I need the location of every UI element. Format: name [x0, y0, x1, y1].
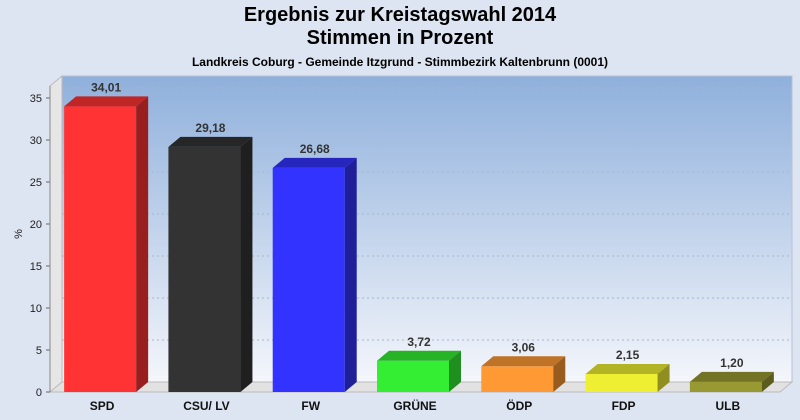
y-tick-label: 25: [30, 177, 42, 189]
bar-top: [585, 363, 670, 374]
bar-top: [64, 96, 149, 107]
value-label: 26,68: [300, 142, 330, 156]
y-tick-label: 10: [30, 303, 42, 315]
chart-caption: Landkreis Coburg - Gemeinde Itzgrund - S…: [191, 55, 609, 69]
chart-subtitle: Stimmen in Prozent: [306, 27, 494, 49]
bar: [168, 146, 241, 392]
bar-group: 34,01 SPD: [64, 80, 149, 413]
bar-side: [449, 350, 461, 392]
bar-top: [168, 136, 253, 147]
bar-side: [344, 157, 357, 392]
y-tick-label: 30: [30, 135, 42, 147]
value-label: 2,15: [616, 348, 640, 362]
bar-group: 29,18 CSU/ LV: [168, 121, 253, 413]
chart-title: Ergebnis zur Kreistagswahl 2014: [243, 4, 557, 26]
bar-top: [481, 356, 566, 367]
category-label: FW: [301, 399, 320, 413]
y-tick-label: 0: [36, 387, 42, 399]
chart-title-block: Ergebnis zur Kreistagswahl 2014 Stimmen …: [0, 4, 800, 69]
value-label: 1,20: [720, 356, 744, 370]
plot-side-wall: [49, 74, 63, 394]
bar-top: [377, 350, 461, 361]
y-axis-label: %: [13, 229, 25, 239]
bar: [585, 373, 658, 392]
y-tick-label: 5: [36, 345, 42, 357]
category-label: ULB: [716, 399, 741, 413]
category-label: GRÜNE: [393, 398, 436, 413]
value-label: 34,01: [91, 80, 121, 94]
bar-top: [689, 371, 774, 382]
y-tick-label: 15: [30, 261, 42, 273]
bar-group: 1,20 ULB: [689, 356, 774, 413]
bar-side: [657, 363, 670, 392]
bar-group: 26,68 FW: [272, 142, 357, 413]
bar: [272, 167, 345, 392]
category-label: ÖDP: [506, 398, 532, 413]
value-label: 3,06: [512, 340, 536, 354]
bar-group: 2,15 FDP: [585, 348, 670, 413]
bar-side: [761, 371, 774, 392]
bar-top: [272, 157, 357, 168]
bar-side: [136, 96, 149, 392]
bar: [377, 360, 449, 392]
bar: [481, 366, 554, 392]
bar: [689, 381, 762, 392]
bar-group: 3,06 ÖDP: [481, 340, 566, 413]
y-tick-label: 35: [30, 93, 42, 105]
bar-group: 3,72 GRÜNE: [377, 335, 461, 413]
category-label: CSU/ LV: [183, 399, 229, 413]
value-label: 3,72: [407, 335, 431, 349]
bar-side: [553, 356, 566, 392]
category-label: FDP: [612, 399, 636, 413]
y-tick-label: 20: [30, 219, 42, 231]
bar: [64, 106, 137, 392]
bar-side: [240, 136, 253, 392]
category-label: SPD: [90, 399, 115, 413]
value-label: 29,18: [195, 121, 225, 135]
